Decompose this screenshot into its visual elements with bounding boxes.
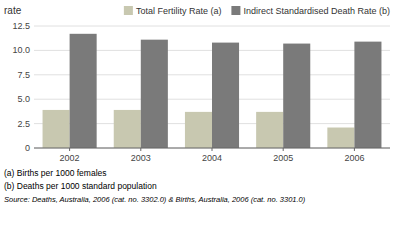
legend: Total Fertility Rate (a) Indirect Standar… <box>124 6 390 16</box>
legend-label: Indirect Standardised Death Rate (b) <box>243 6 390 16</box>
bar <box>141 40 168 148</box>
x-tick <box>283 148 284 151</box>
legend-item: Indirect Standardised Death Rate (b) <box>231 6 390 16</box>
x-tick-label: 2003 <box>131 153 151 163</box>
annotation: (b) Deaths per 1000 standard population <box>4 181 157 191</box>
y-tick-label: 12.5 <box>12 21 30 31</box>
bar <box>70 34 97 148</box>
x-tick-label: 2002 <box>60 153 80 163</box>
legend-swatch <box>231 6 240 15</box>
chart: rate 0 2.5 5.0 7.5 10.0 12.5 2002 2003 2004 2005 20… <box>0 0 397 227</box>
bar <box>43 110 70 148</box>
x-tick-label: 2006 <box>344 153 364 163</box>
bar <box>114 110 141 148</box>
legend-label: Total Fertility Rate (a) <box>136 6 222 16</box>
y-tick-label: 5.0 <box>17 94 30 104</box>
x-tick <box>354 148 355 151</box>
legend-swatch <box>124 6 133 15</box>
bar <box>327 128 354 148</box>
y-label: rate <box>4 5 22 16</box>
bar <box>212 43 239 148</box>
bar <box>256 112 283 148</box>
x-tick <box>69 148 70 151</box>
y-tick-label: 0 <box>25 143 30 153</box>
legend-item: Total Fertility Rate (a) <box>124 6 222 16</box>
annotation: (a) Births per 1000 females <box>4 168 107 178</box>
y-tick-label: 10.0 <box>12 45 30 55</box>
annotation: Source: Deaths, Australia, 2006 (cat. no… <box>4 195 306 204</box>
bar <box>354 42 381 148</box>
x-tick <box>140 148 141 151</box>
x-tick <box>212 148 213 151</box>
y-tick-label: 2.5 <box>17 119 30 129</box>
y-tick-label: 7.5 <box>17 70 30 80</box>
bar <box>283 44 310 148</box>
bars <box>43 34 382 148</box>
x-tick-label: 2005 <box>273 153 293 163</box>
x-tick-label: 2004 <box>202 153 222 163</box>
grid-line <box>34 26 390 27</box>
bar <box>185 112 212 148</box>
